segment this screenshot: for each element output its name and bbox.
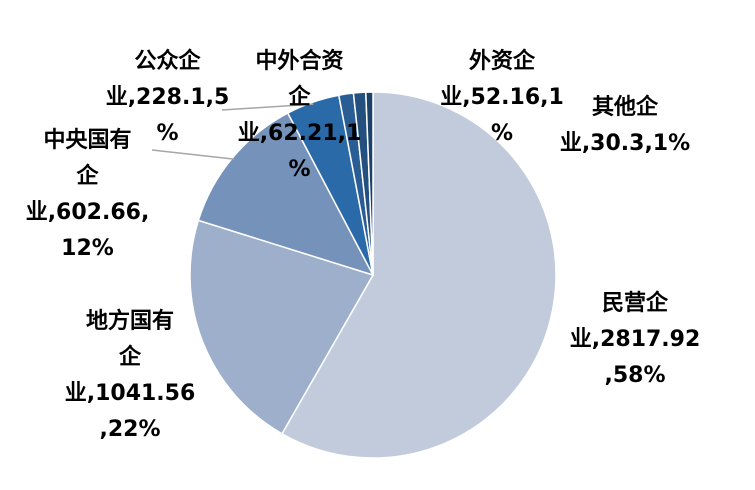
- label-private-enterprise: 民营企 业,2817.92 ,58%: [569, 291, 701, 388]
- label-public-enterprise: 公众企 业,228.1,5 %: [105, 49, 230, 146]
- label-foreign-enterprise: 外资企 业,52.16,1 %: [440, 49, 564, 146]
- pie-slice-central-soe: [197, 112, 375, 277]
- label-local-soe: 地方国有 企 业,1041.56 ,22%: [64, 309, 196, 442]
- label-central-soe: 中央国有 企 业,602.66, 12%: [25, 128, 150, 261]
- label-other-enterprise: 其他企 业,30.3,1%: [559, 95, 691, 156]
- pie-slice-local-soe: [189, 219, 375, 435]
- leader-line-central-soe: [151, 149, 235, 160]
- pie-slice-private-enterprise: [280, 91, 557, 459]
- pie-slice-other-enterprise: [365, 91, 374, 276]
- label-joint-venture: 中外合资 企 业,62.21,1 %: [237, 49, 362, 182]
- leader-line-public-enterprise: [221, 103, 314, 111]
